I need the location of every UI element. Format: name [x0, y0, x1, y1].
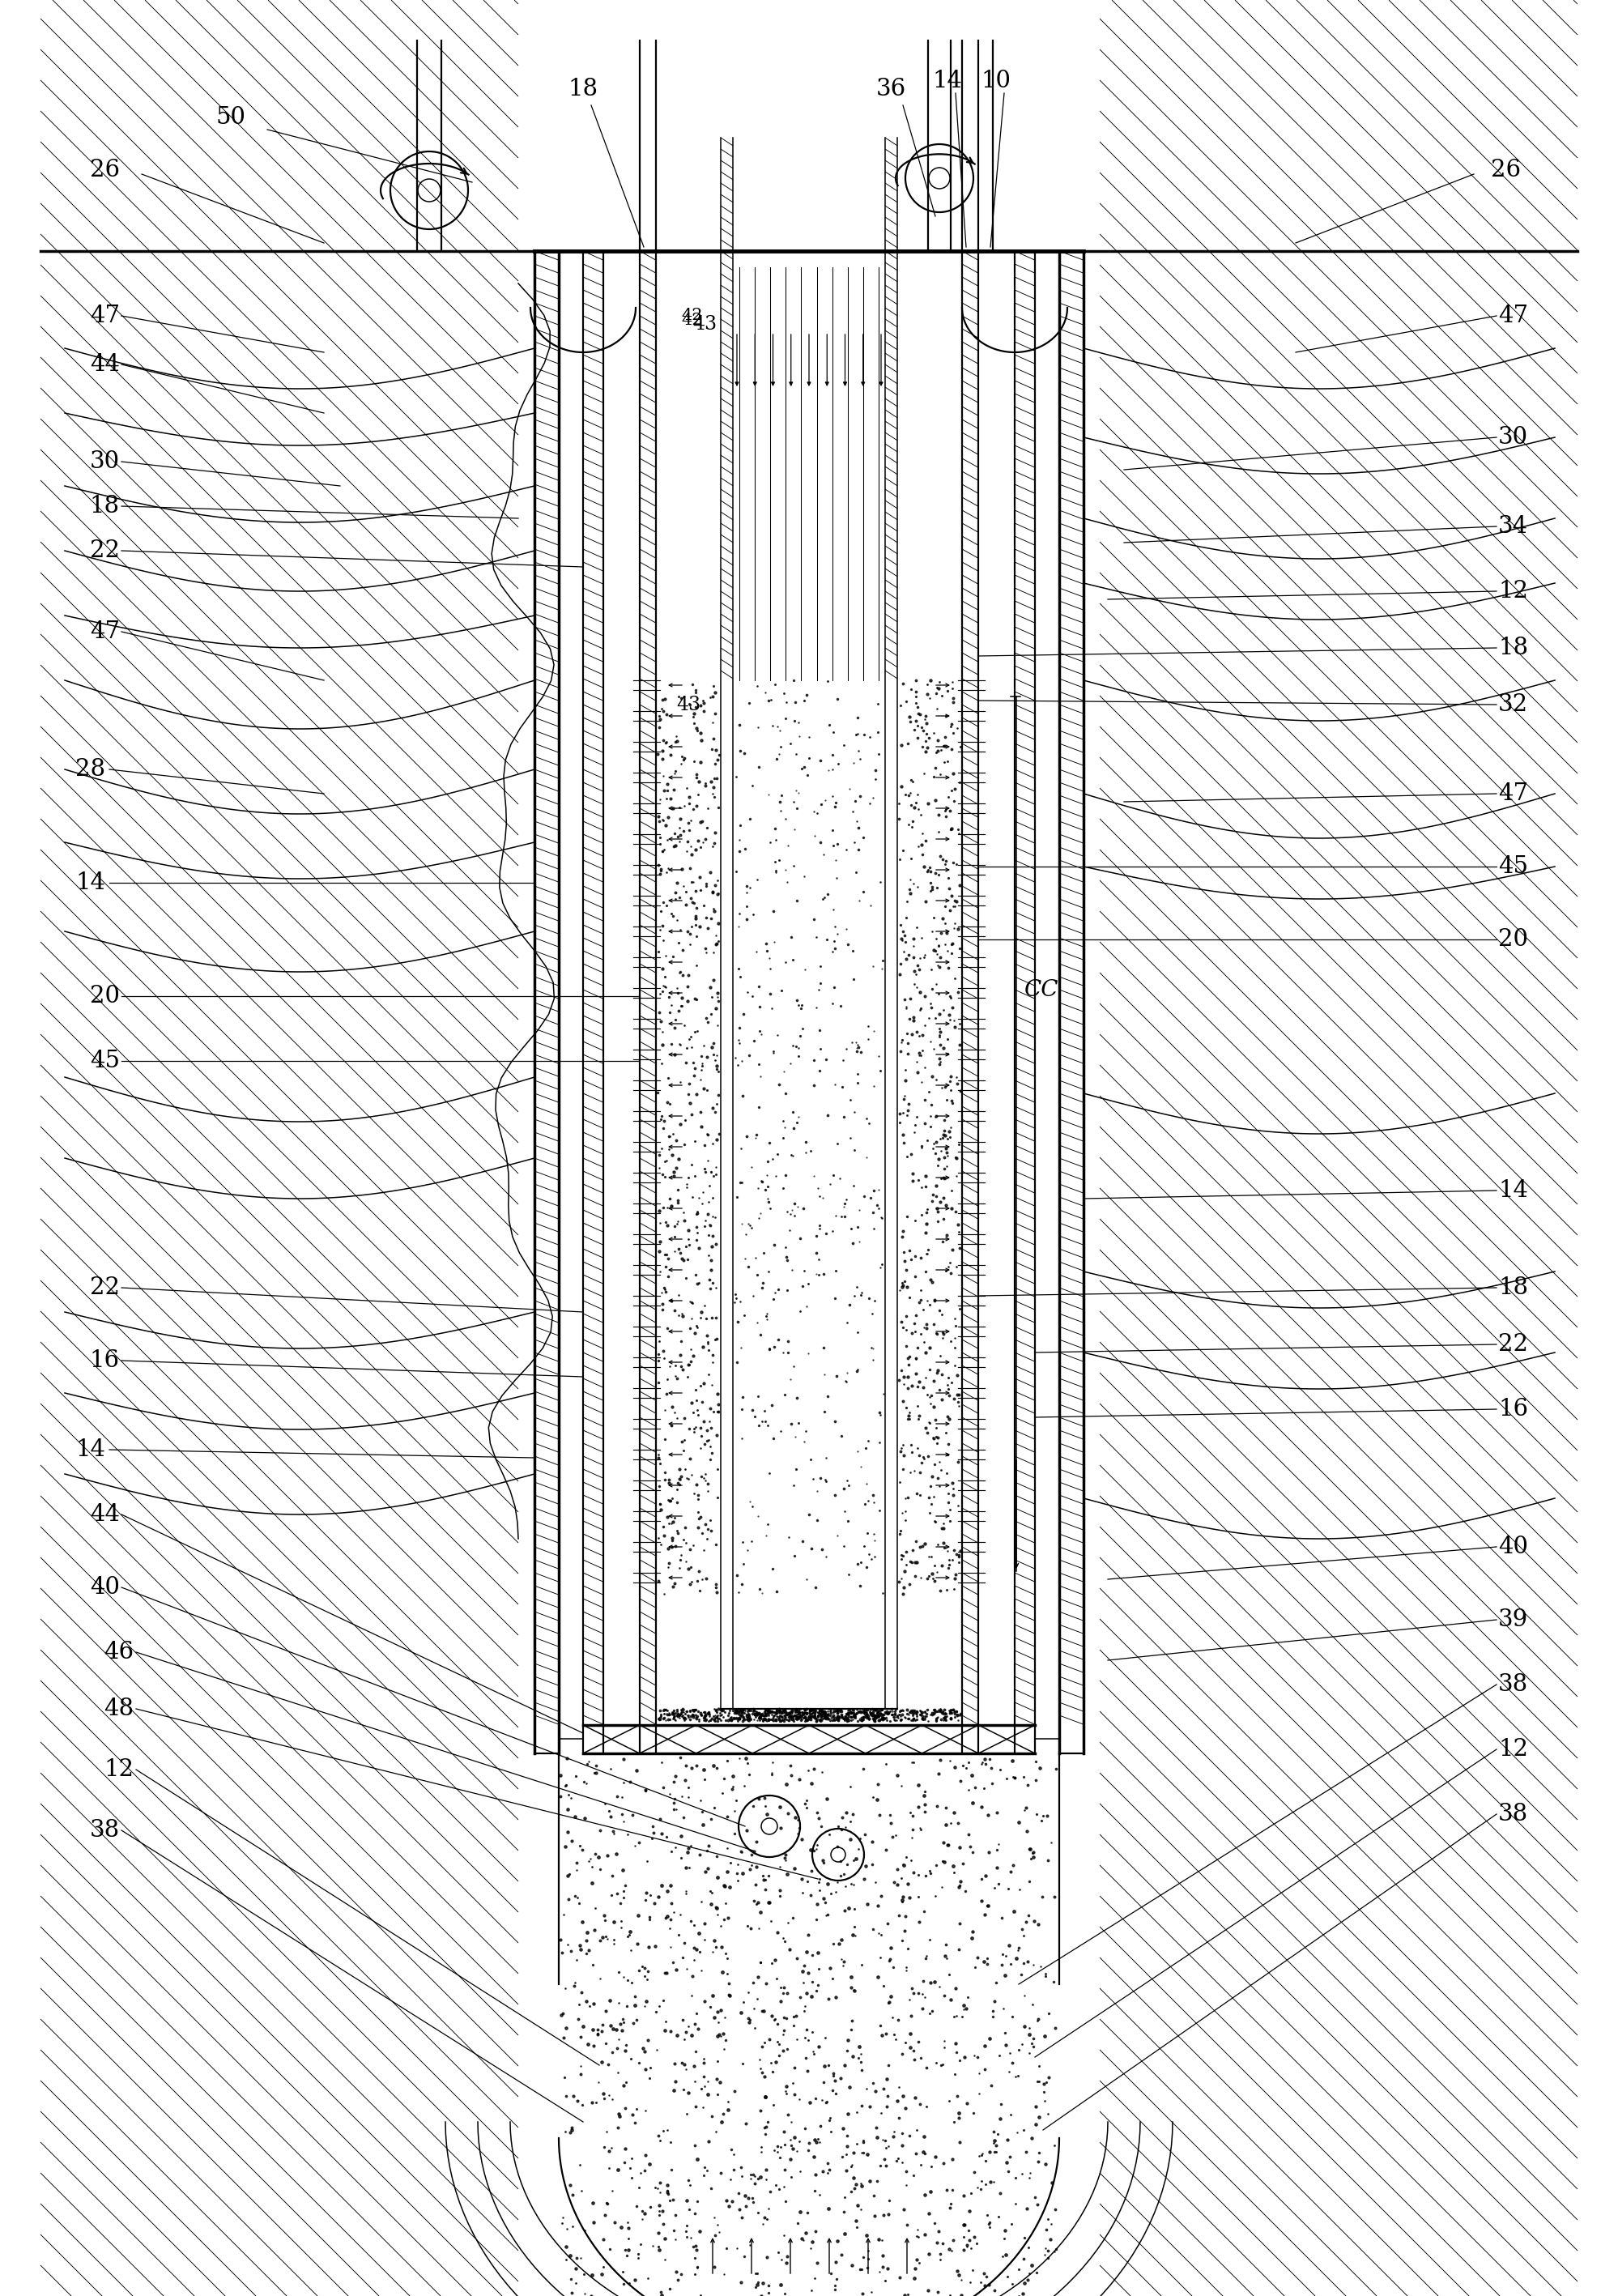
- Text: 43: 43: [676, 696, 701, 714]
- Text: 18: 18: [89, 496, 120, 517]
- Text: 22: 22: [91, 540, 120, 563]
- Text: 18: 18: [568, 78, 599, 101]
- Text: 46: 46: [104, 1642, 134, 1665]
- Text: 18: 18: [1498, 1277, 1529, 1300]
- Text: 22: 22: [1498, 1334, 1527, 1355]
- Text: 45: 45: [1498, 854, 1527, 877]
- Text: 12: 12: [104, 1759, 134, 1782]
- Text: 39: 39: [1498, 1609, 1529, 1630]
- Text: 20: 20: [91, 985, 120, 1008]
- Text: 38: 38: [1498, 1802, 1529, 1825]
- Text: 42: 42: [681, 308, 704, 324]
- Text: 10: 10: [981, 69, 1011, 92]
- Text: 30: 30: [1498, 427, 1529, 448]
- Text: 16: 16: [1498, 1398, 1529, 1421]
- Text: 44: 44: [91, 1504, 120, 1527]
- Text: 14: 14: [932, 69, 963, 92]
- Text: 34: 34: [1498, 514, 1529, 537]
- Text: 32: 32: [1498, 693, 1529, 716]
- Text: 14: 14: [76, 1437, 105, 1460]
- Text: 38: 38: [89, 1818, 120, 1841]
- Text: CC: CC: [1024, 978, 1058, 1001]
- Text: 36: 36: [875, 78, 906, 101]
- Text: 26: 26: [91, 158, 120, 181]
- Text: 26: 26: [1492, 158, 1521, 181]
- Text: 16: 16: [89, 1350, 120, 1373]
- Text: 28: 28: [74, 758, 105, 781]
- Bar: [518, 0, 1100, 2296]
- Text: 43: 43: [693, 315, 717, 333]
- Text: 22: 22: [91, 1277, 120, 1300]
- Text: 47: 47: [89, 305, 120, 328]
- Text: 40: 40: [91, 1575, 120, 1598]
- Text: 12: 12: [1498, 1738, 1527, 1761]
- Text: 47: 47: [1498, 305, 1529, 328]
- Text: 38: 38: [1498, 1674, 1529, 1697]
- Text: 40: 40: [1498, 1536, 1527, 1559]
- Text: 14: 14: [76, 872, 105, 893]
- Text: 50: 50: [215, 106, 246, 129]
- Text: 30: 30: [89, 450, 120, 473]
- Text: 45: 45: [91, 1049, 120, 1072]
- Text: 18: 18: [1498, 636, 1529, 659]
- Text: 42: 42: [681, 312, 704, 328]
- Text: 14: 14: [1498, 1180, 1527, 1201]
- Text: 20: 20: [1498, 928, 1527, 951]
- Text: 48: 48: [104, 1697, 134, 1720]
- Text: 47: 47: [89, 620, 120, 643]
- Text: 44: 44: [91, 354, 120, 377]
- Text: 12: 12: [1498, 581, 1527, 602]
- Text: 47: 47: [1498, 783, 1529, 806]
